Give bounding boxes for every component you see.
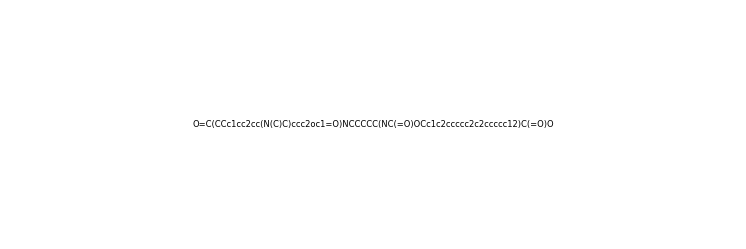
Text: O=C(CCc1cc2cc(N(C)C)ccc2oc1=O)NCCCCC(NC(=O)OCc1c2ccccc2c2ccccc12)C(=O)O: O=C(CCc1cc2cc(N(C)C)ccc2oc1=O)NCCCCC(NC(… (192, 120, 554, 129)
